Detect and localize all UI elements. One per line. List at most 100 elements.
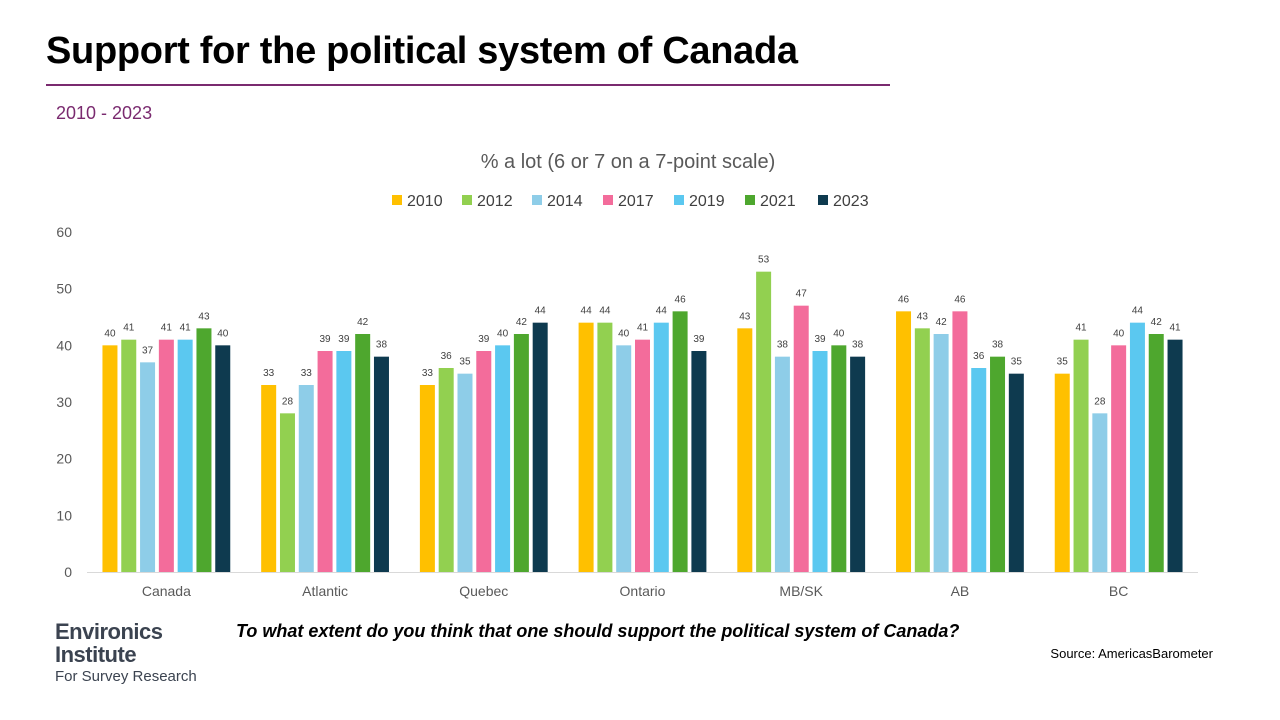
bar-Quebec-2021 bbox=[513, 334, 529, 572]
source-note: Source: AmericasBarometer bbox=[1050, 646, 1213, 661]
legend-swatch-2019 bbox=[674, 195, 684, 205]
data-label-AB-2010: 46 bbox=[898, 294, 910, 305]
data-label-AB-2021: 38 bbox=[992, 340, 1004, 351]
x-category-label: Canada bbox=[142, 583, 191, 599]
data-label-BC-2017: 40 bbox=[1113, 328, 1125, 339]
x-category-label: AB bbox=[951, 583, 970, 599]
data-label-Canada-2014: 37 bbox=[142, 345, 154, 356]
data-label-Canada-2012: 41 bbox=[123, 323, 135, 334]
legend-swatch-2021 bbox=[745, 195, 755, 205]
bar-Canada-2012 bbox=[121, 339, 137, 572]
data-label-Atlantic-2019: 39 bbox=[338, 334, 350, 345]
data-label-AB-2023: 35 bbox=[1011, 357, 1023, 368]
bar-Canada-2014 bbox=[140, 362, 156, 572]
data-label-AB-2019: 36 bbox=[973, 351, 985, 362]
legend-label-2017: 2017 bbox=[618, 193, 654, 210]
bar-Ontario-2010 bbox=[578, 322, 594, 572]
bar-MB/SK-2010 bbox=[737, 328, 753, 572]
data-label-MB/SK-2012: 53 bbox=[758, 255, 770, 266]
data-label-Canada-2023: 40 bbox=[217, 328, 229, 339]
data-label-Ontario-2021: 46 bbox=[675, 294, 687, 305]
data-label-Atlantic-2012: 28 bbox=[282, 396, 294, 407]
legend-label-2019: 2019 bbox=[689, 193, 725, 210]
bar-Ontario-2017 bbox=[635, 339, 650, 572]
legend-swatch-2014 bbox=[532, 195, 542, 205]
y-tick-label: 60 bbox=[56, 224, 72, 240]
data-label-Canada-2019: 41 bbox=[180, 323, 192, 334]
bar-AB-2014 bbox=[933, 334, 949, 572]
data-label-Atlantic-2010: 33 bbox=[263, 368, 275, 379]
data-label-Quebec-2019: 40 bbox=[497, 328, 509, 339]
bar-Quebec-2012 bbox=[438, 368, 454, 572]
data-label-Quebec-2021: 42 bbox=[516, 317, 528, 328]
bar-Atlantic-2019 bbox=[336, 351, 352, 572]
bar-MB/SK-2019 bbox=[812, 351, 828, 572]
x-category-label: MB/SK bbox=[779, 583, 823, 599]
data-label-BC-2014: 28 bbox=[1094, 396, 1106, 407]
y-tick-label: 40 bbox=[56, 337, 72, 353]
bar-Ontario-2023 bbox=[691, 351, 707, 572]
bar-BC-2014 bbox=[1092, 413, 1108, 572]
legend-label-2012: 2012 bbox=[477, 193, 513, 210]
bar-BC-2012 bbox=[1073, 339, 1089, 572]
legend-swatch-2012 bbox=[462, 195, 472, 205]
legend-label-2010: 2010 bbox=[407, 193, 443, 210]
data-label-Quebec-2023: 44 bbox=[535, 306, 547, 317]
bar-Quebec-2010 bbox=[419, 385, 435, 572]
bar-Atlantic-2010 bbox=[261, 385, 277, 572]
bar-Ontario-2012 bbox=[597, 322, 613, 572]
legend-label-2014: 2014 bbox=[547, 193, 583, 210]
bar-BC-2019 bbox=[1129, 322, 1145, 572]
x-axis: Canada Atlantic Quebec Ontario MB/SK AB BC bbox=[87, 572, 1198, 599]
data-label-Atlantic-2014: 33 bbox=[301, 368, 313, 379]
bar-Ontario-2021 bbox=[672, 311, 688, 572]
data-label-Ontario-2014: 40 bbox=[618, 328, 630, 339]
data-label-MB/SK-2021: 40 bbox=[833, 328, 845, 339]
bar-Quebec-2019 bbox=[495, 345, 511, 572]
y-tick-label: 20 bbox=[56, 451, 72, 467]
environics-logo: Environics Institute For Survey Research bbox=[55, 621, 197, 685]
bar-AB-2010 bbox=[896, 311, 912, 572]
y-axis: 0 10 20 30 40 50 60 bbox=[56, 224, 72, 580]
bar-AB-2017 bbox=[952, 311, 968, 572]
bar-MB/SK-2014 bbox=[774, 356, 790, 572]
bar-AB-2023 bbox=[1008, 373, 1024, 572]
data-label-AB-2014: 42 bbox=[936, 317, 948, 328]
data-label-AB-2012: 43 bbox=[917, 311, 929, 322]
x-category-label: BC bbox=[1109, 583, 1128, 599]
legend-swatch-2010 bbox=[392, 195, 402, 205]
data-label-BC-2010: 35 bbox=[1057, 357, 1069, 368]
data-label-Canada-2017: 41 bbox=[161, 323, 173, 334]
data-label-BC-2023: 41 bbox=[1169, 323, 1181, 334]
bar-Atlantic-2012 bbox=[279, 413, 295, 572]
bar-AB-2021 bbox=[990, 356, 1006, 572]
bar-Atlantic-2014 bbox=[298, 385, 314, 572]
x-category-label: Quebec bbox=[459, 583, 508, 599]
data-label-Atlantic-2023: 38 bbox=[376, 340, 388, 351]
data-label-AB-2017: 46 bbox=[954, 294, 966, 305]
legend-label-2023: 2023 bbox=[833, 193, 869, 210]
bar-MB/SK-2012 bbox=[756, 271, 772, 572]
chart-legend: 2010 2012 2014 2017 2019 2021 2023 bbox=[392, 193, 869, 210]
x-category-label: Ontario bbox=[620, 583, 666, 599]
y-tick-label: 10 bbox=[56, 507, 72, 523]
bar-Canada-2017 bbox=[158, 339, 174, 572]
data-label-BC-2019: 44 bbox=[1132, 306, 1144, 317]
title-rule bbox=[46, 84, 890, 86]
bar-BC-2017 bbox=[1111, 345, 1127, 572]
data-label-MB/SK-2019: 39 bbox=[814, 334, 826, 345]
data-label-Quebec-2017: 39 bbox=[478, 334, 490, 345]
bar-Quebec-2023 bbox=[532, 322, 548, 572]
data-label-BC-2012: 41 bbox=[1075, 323, 1087, 334]
page-subtitle: 2010 - 2023 bbox=[56, 103, 153, 123]
bar-chart: % a lot (6 or 7 on a 7-point scale) 2010… bbox=[56, 151, 1198, 599]
chart-title: % a lot (6 or 7 on a 7-point scale) bbox=[481, 151, 776, 173]
data-label-Atlantic-2021: 42 bbox=[357, 317, 369, 328]
x-category-label: Atlantic bbox=[302, 583, 348, 599]
bar-Ontario-2019 bbox=[653, 322, 669, 572]
chart-bars: 40 41 37 41 41 43 40 33 28 33 39 39 42 38 33 36 35 39 40 42… bbox=[102, 255, 1183, 572]
bar-BC-2021 bbox=[1148, 334, 1164, 572]
data-label-Atlantic-2017: 39 bbox=[320, 334, 332, 345]
bar-Canada-2010 bbox=[102, 345, 118, 572]
data-label-Ontario-2010: 44 bbox=[581, 306, 593, 317]
